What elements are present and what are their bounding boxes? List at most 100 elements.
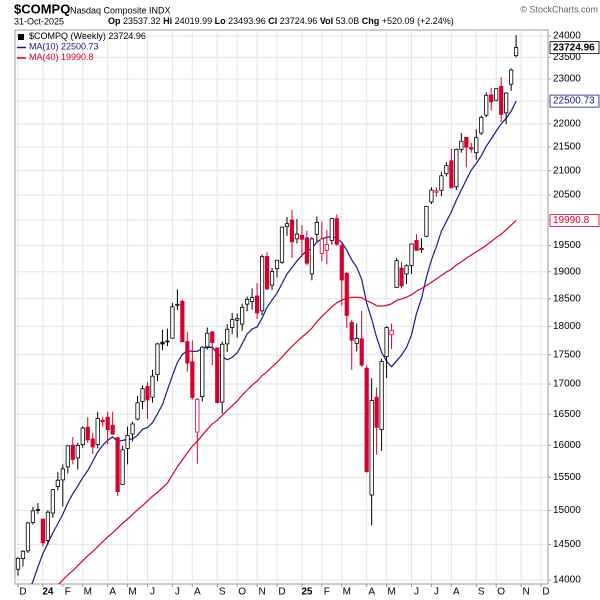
moving-average-line — [58, 220, 517, 584]
candle-body — [259, 256, 265, 312]
candle-body — [294, 233, 300, 240]
x-tick-label: A — [368, 587, 375, 598]
candle-body — [304, 237, 310, 264]
y-tick-label: 22000 — [553, 118, 581, 129]
candle-body — [309, 238, 314, 275]
candle-body — [474, 137, 479, 154]
x-tick-label: A — [109, 587, 116, 598]
candle-body — [469, 147, 474, 150]
candle-body — [35, 509, 41, 511]
candle-body — [444, 165, 449, 175]
candle-body — [354, 338, 359, 344]
candle-body — [75, 445, 80, 459]
quote-label: Vol — [320, 16, 333, 26]
legend-swatch — [18, 34, 24, 40]
candle-body — [324, 243, 329, 251]
candle-body — [65, 445, 70, 468]
candle-body — [289, 219, 295, 243]
candle-body — [344, 272, 349, 316]
candle-body — [95, 418, 100, 445]
candle-body — [60, 468, 65, 481]
y-tick-label: 19500 — [553, 240, 581, 251]
candle-body — [195, 398, 200, 433]
x-tick-label: N — [522, 587, 529, 598]
quote-label: Lo — [215, 16, 226, 26]
x-tick-label: D — [19, 587, 26, 598]
candle-body — [349, 322, 354, 341]
candle-body — [509, 69, 514, 85]
candle-body — [374, 396, 379, 428]
candle-body — [334, 218, 339, 245]
y-tick-label: 20500 — [553, 190, 581, 201]
candle-body — [404, 265, 409, 275]
quote-value: 24019.99 — [175, 16, 213, 26]
candle-body — [434, 190, 439, 193]
candle-body — [90, 438, 95, 448]
x-tick-label: 25 — [301, 587, 313, 598]
y-tick-label: 15500 — [553, 472, 581, 483]
candle-body — [504, 92, 509, 114]
y-tick-label: 23000 — [553, 74, 581, 85]
candle-body — [235, 318, 240, 321]
candle-body — [155, 343, 160, 375]
candle-body — [200, 346, 205, 397]
y-tick-label: 21000 — [553, 165, 581, 176]
candle-body — [30, 510, 36, 523]
candle-body — [409, 243, 414, 266]
candle-body — [264, 256, 270, 290]
candle-body — [205, 332, 210, 348]
quote-label: Op — [108, 16, 121, 26]
candle-body — [449, 160, 454, 189]
value-box — [549, 214, 600, 227]
legend-value: 22500.73 — [61, 42, 99, 52]
candle-body — [160, 341, 165, 345]
candle-body — [180, 301, 185, 343]
candle-body — [225, 328, 230, 345]
quote-label: Chg — [362, 16, 380, 26]
moving-average-line — [31, 100, 517, 584]
candle-body — [170, 306, 175, 339]
candle-body — [185, 341, 190, 364]
y-tick-label: 21500 — [553, 142, 581, 153]
x-tick-label: M — [387, 587, 395, 598]
value-box-label: 22500.73 — [553, 96, 595, 107]
candle-body — [210, 331, 215, 343]
candle-body — [45, 511, 50, 541]
quote-value: 23724.96 — [280, 16, 318, 26]
candle-body — [15, 557, 21, 570]
candle-body — [70, 444, 75, 460]
x-tick-label: A — [453, 587, 460, 598]
value-box-label: 19990.8 — [553, 215, 590, 226]
source: © StockCharts.com — [520, 4, 598, 14]
candle-body — [494, 88, 499, 101]
value-box — [549, 94, 600, 108]
candle-body — [319, 238, 324, 254]
candle-body — [165, 340, 170, 343]
candle-body — [250, 297, 255, 302]
y-tick-label: 23500 — [553, 52, 581, 63]
candle-body — [80, 427, 85, 445]
value-box-label: 23724.96 — [553, 42, 595, 53]
legend-name: $COMPQ (Weekly) — [29, 31, 106, 41]
candle-body — [135, 402, 140, 420]
legend-value: 19990.8 — [61, 52, 94, 62]
candle-body — [240, 306, 245, 325]
x-tick-label: M — [343, 587, 351, 598]
candle-body — [105, 416, 110, 431]
plot-frame — [14, 29, 549, 585]
candle-body — [454, 148, 459, 188]
candle-body — [459, 140, 464, 150]
x-tick-label: O — [238, 587, 246, 598]
candle-body — [329, 218, 334, 241]
x-tick-label: A — [194, 587, 201, 598]
candle-body — [115, 437, 120, 492]
y-tick-label: 17500 — [553, 349, 581, 360]
x-tick-label: S — [219, 587, 226, 598]
y-tick-label: 24000 — [553, 31, 581, 42]
candle-body — [20, 550, 26, 560]
y-tick-label: 16500 — [553, 409, 581, 420]
x-tick-label: J — [175, 587, 180, 598]
candle-body — [85, 426, 90, 441]
axes: 14000 14500 15000 15500 16000 16500 17000 17500… — [17, 31, 600, 598]
candle-body — [299, 234, 305, 240]
